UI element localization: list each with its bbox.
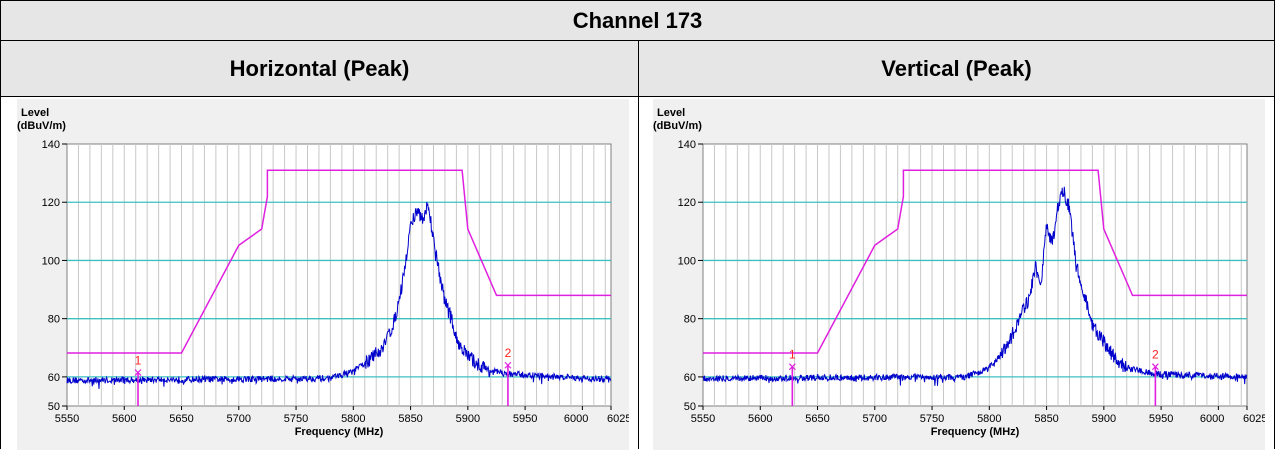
marker-label: 2 [505, 346, 512, 360]
marker-point [504, 361, 512, 369]
column-header-vertical-label: Vertical (Peak) [881, 56, 1032, 81]
y-axis-title-line1: Level [21, 107, 49, 119]
x-tick-label: 5700 [227, 413, 251, 425]
y-tick-label: 140 [42, 139, 60, 151]
marker-point [134, 369, 142, 376]
x-tick-label: 6000 [564, 413, 588, 425]
y-tick-label: 50 [48, 401, 60, 413]
measurement-trace [66, 201, 612, 389]
x-tick-label: 5800 [977, 413, 1001, 425]
x-tick-label: 6000 [1200, 413, 1224, 425]
chart-horizontal: Level(dBuV/m) 50 60 80 100 120 140 5550 5600 5650… [17, 99, 629, 450]
y-tick-label: 120 [42, 197, 60, 209]
x-tick-label: 5900 [1092, 413, 1116, 425]
y-tick-label: 60 [684, 372, 696, 384]
column-header-horizontal-label: Horizontal (Peak) [229, 56, 410, 81]
marker-point [1151, 363, 1159, 371]
x-tick-label: 5600 [748, 413, 772, 425]
marker-label: 2 [1152, 348, 1159, 362]
y-tick-label: 100 [42, 255, 60, 267]
marker-label: 1 [135, 354, 142, 368]
column-header-vertical: Vertical (Peak) [638, 40, 1275, 97]
y-axis-title-line2: (dBuV/m) [17, 120, 66, 132]
plot-area [702, 143, 1248, 407]
x-tick-label: 5650 [169, 413, 193, 425]
plot-area [66, 143, 612, 407]
x-tick-label: 5900 [456, 413, 480, 425]
marker-1: 1 [788, 348, 796, 406]
chart-vertical: Level(dBuV/m) 50 60 80 100 120 140 5550 5600 5650… [653, 99, 1265, 450]
table-title: Channel 173 [572, 7, 703, 33]
y-tick-label: 60 [48, 372, 60, 384]
marker-point [788, 363, 796, 371]
y-axis-title-line2: (dBuV/m) [653, 120, 702, 132]
plot-cell-horizontal: Level (dBuV/m) 50 60 80 100 120 140 5550 5600 5650… [0, 96, 639, 450]
marker-2: 2 [504, 346, 512, 406]
x-tick-label: 6025 [1243, 413, 1265, 425]
x-tick-label: 6025 [607, 413, 629, 425]
x-tick-label: 5850 [1034, 413, 1058, 425]
y-tick-label: 140 [678, 139, 696, 151]
y-tick-label: 100 [678, 255, 696, 267]
x-tick-label: 5950 [1149, 413, 1173, 425]
plot-cell-vertical: Level (dBuV/m) 50 60 80 100 120 140 5550 5600 5650… [638, 96, 1275, 450]
x-tick-label: 5950 [513, 413, 537, 425]
x-tick-label: 5750 [920, 413, 944, 425]
x-tick-label: 5750 [284, 413, 308, 425]
column-header-horizontal: Horizontal (Peak) [0, 40, 639, 97]
limit-mask-line [703, 169, 1247, 354]
x-tick-label: 5650 [805, 413, 829, 425]
table-title-cell: Channel 173 [0, 0, 1275, 40]
x-tick-label: 5550 [691, 413, 715, 425]
x-tick-label: 5600 [112, 413, 136, 425]
x-tick-label: 5550 [55, 413, 79, 425]
y-axis-title-line1: Level [657, 107, 685, 119]
x-tick-label: 5700 [863, 413, 887, 425]
marker-1: 1 [134, 354, 142, 406]
x-tick-label: 5800 [341, 413, 365, 425]
x-tick-label: 5850 [398, 413, 422, 425]
y-tick-label: 80 [48, 314, 60, 326]
x-axis-title: Frequency (MHz) [931, 426, 1020, 438]
y-tick-label: 50 [684, 401, 696, 413]
limit-mask-line [67, 169, 611, 354]
x-axis-title: Frequency (MHz) [295, 426, 384, 438]
marker-2: 2 [1151, 348, 1159, 406]
y-tick-label: 120 [678, 197, 696, 209]
y-tick-label: 80 [684, 314, 696, 326]
marker-label: 1 [789, 348, 796, 362]
